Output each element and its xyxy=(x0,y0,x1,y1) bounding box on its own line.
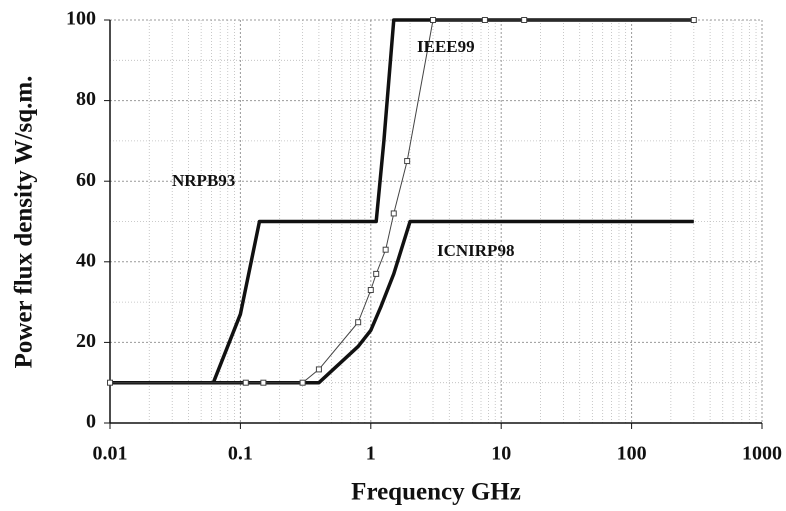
series-label: ICNIRP98 xyxy=(437,241,514,260)
x-tick-label: 0.01 xyxy=(93,443,128,465)
marker xyxy=(382,246,389,253)
marker xyxy=(373,270,380,277)
marker xyxy=(260,379,267,386)
marker xyxy=(404,158,411,165)
marker xyxy=(430,17,437,23)
x-tick-label: 100 xyxy=(617,443,647,465)
series-line xyxy=(110,19,694,384)
y-tick-label: 80 xyxy=(76,88,96,110)
y-axis-label: Power flux density W/sq.m. xyxy=(11,76,38,369)
marker xyxy=(367,287,374,294)
x-tick-label: 1000 xyxy=(742,443,782,465)
series-line xyxy=(110,18,694,385)
marker xyxy=(355,319,362,326)
y-tick-label: 60 xyxy=(76,169,96,191)
series-line xyxy=(110,219,694,385)
marker xyxy=(299,379,306,386)
marker xyxy=(481,17,488,23)
series-label: NRPB93 xyxy=(172,171,235,190)
marker xyxy=(315,366,322,373)
marker xyxy=(690,17,697,23)
y-tick-label: 0 xyxy=(86,411,96,433)
marker xyxy=(242,379,249,386)
x-tick-label: 1 xyxy=(366,443,376,465)
y-tick-label: 100 xyxy=(66,8,96,30)
x-axis-label: Frequency GHz xyxy=(351,479,521,506)
y-tick-label: 40 xyxy=(76,249,96,271)
x-tick-label: 0.1 xyxy=(228,443,253,465)
marker xyxy=(390,210,397,217)
marker xyxy=(107,379,113,386)
series-label: IEEE99 xyxy=(417,37,475,56)
x-tick-label: 10 xyxy=(491,443,511,465)
y-tick-label: 20 xyxy=(76,330,96,352)
marker xyxy=(521,17,528,23)
